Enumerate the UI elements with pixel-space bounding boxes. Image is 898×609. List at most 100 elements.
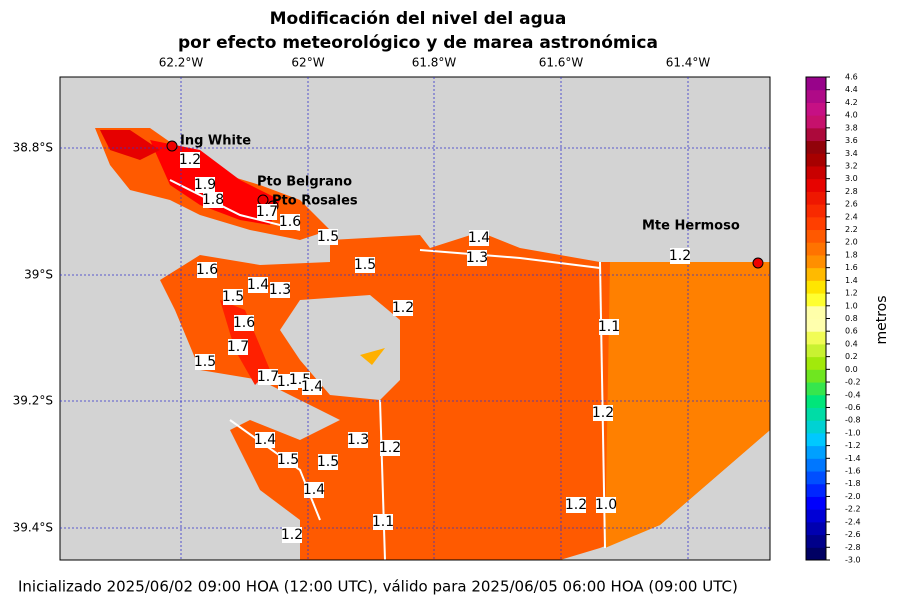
colorbar-segment xyxy=(806,318,826,332)
colorbar-segment xyxy=(806,140,826,154)
contour-label-bg xyxy=(380,440,400,456)
colorbar-segment xyxy=(806,178,826,192)
contour-label: 1.6 xyxy=(196,262,218,278)
colorbar-segment xyxy=(806,242,826,256)
contour-label-bg xyxy=(373,514,393,530)
title: por efecto meteorológico y de marea astr… xyxy=(178,33,658,53)
contour-label-bg xyxy=(257,204,277,220)
colorbar-tick-label: -2.4 xyxy=(845,517,861,526)
contour-label: 1.3 xyxy=(269,282,291,298)
x-tick-label: 62°W xyxy=(291,56,324,70)
colorbar-segment xyxy=(806,547,826,561)
contour-label-bg xyxy=(180,152,200,168)
contour-label-bg xyxy=(348,432,368,448)
contour-label: 1.1 xyxy=(598,319,620,335)
y-tick-label: 39.2°S xyxy=(13,394,53,408)
contour-label: 1.4 xyxy=(254,432,276,448)
x-tick-label: 62.2°W xyxy=(159,56,204,70)
colorbar-segment xyxy=(806,77,826,91)
colorbar-tick-label: -3.0 xyxy=(845,556,861,565)
contour-label-bg xyxy=(393,300,413,316)
contour-label: 1.9 xyxy=(194,177,216,193)
map-area xyxy=(59,76,771,561)
colorbar-segment xyxy=(806,204,826,218)
colorbar-tick-label: -2.2 xyxy=(845,505,861,514)
x-tick-label: 61.6°W xyxy=(539,56,584,70)
contour-label: 1.1 xyxy=(372,514,394,530)
contour-label-bg xyxy=(248,277,268,293)
contour-label: 1.2 xyxy=(592,405,614,421)
contour-label-bg xyxy=(195,177,215,193)
contour-label: 1.5 xyxy=(222,289,244,305)
contour-label-bg xyxy=(467,250,487,266)
colorbar-tick-label: 0.0 xyxy=(845,365,858,374)
contour-label: 1.5 xyxy=(317,229,339,245)
colorbar-tick-label: 4.4 xyxy=(845,85,858,94)
contour-label: 1.4 xyxy=(468,230,490,246)
colorbar-segment xyxy=(806,153,826,167)
contour-label-bg xyxy=(228,339,248,355)
colorbar-tick-label: -1.8 xyxy=(845,479,861,488)
colorbar-tick-label: -2.6 xyxy=(845,530,861,539)
contour-label: 1.7 xyxy=(227,339,249,355)
contour-label: 1.2 xyxy=(669,248,691,264)
colorbar-segment xyxy=(806,127,826,142)
contour-label-bg xyxy=(318,454,338,470)
colorbar-segment xyxy=(806,305,826,319)
place-label: Ing White xyxy=(180,134,251,149)
colorbar-segment xyxy=(806,382,826,396)
contour-label: 1.2 xyxy=(379,440,401,456)
colorbar-segment xyxy=(806,432,826,447)
contour-label: 1.2 xyxy=(392,300,414,316)
contour-label: 1.7 xyxy=(257,369,279,385)
contour-label-bg xyxy=(670,248,690,264)
colorbar-segment xyxy=(806,343,826,358)
contour-label: 1.4 xyxy=(303,482,325,498)
colorbar-label: metros xyxy=(874,295,890,344)
contour-label: 1.4 xyxy=(247,277,269,293)
colorbar-segment xyxy=(806,534,826,548)
colorbar-tick-label: 3.6 xyxy=(845,136,858,145)
contour-label: 1.2 xyxy=(281,527,303,543)
contour-label-bg xyxy=(304,482,324,498)
colorbar-segment xyxy=(806,458,826,472)
contour-label: 1.6 xyxy=(279,214,301,230)
colorbar-tick-label: -1.6 xyxy=(845,467,861,476)
colorbar-segment xyxy=(806,102,826,116)
place-marker xyxy=(166,140,178,152)
y-tick-label: 38.8°S xyxy=(13,141,53,155)
colorbar-tick-label: 2.0 xyxy=(845,238,858,247)
x-tick-label: 61.4°W xyxy=(666,56,711,70)
contour-label-bg xyxy=(302,379,322,395)
colorbar-segment xyxy=(806,165,826,180)
colorbar-tick-label: 2.6 xyxy=(845,200,858,209)
colorbar-tick-label: 1.2 xyxy=(845,289,858,298)
colorbar-tick-label: 2.8 xyxy=(845,187,858,196)
colorbar-segment xyxy=(806,115,826,129)
colorbar-tick-label: 1.6 xyxy=(845,263,858,272)
colorbar-tick-label: 0.6 xyxy=(845,327,858,336)
colorbar-tick-label: 1.8 xyxy=(845,250,858,259)
colorbar-segment xyxy=(806,216,826,231)
colorbar-tick-label: -1.4 xyxy=(845,454,861,463)
colorbar-segment xyxy=(806,280,826,294)
contour-label: 1.6 xyxy=(233,315,255,331)
contour-label: 1.7 xyxy=(256,204,278,220)
y-tick-label: 39.4°S xyxy=(13,521,53,535)
contour-label: 1.3 xyxy=(466,250,488,266)
contour-label-bg xyxy=(258,369,278,385)
colorbar-segment xyxy=(806,229,826,243)
title: Modificación del nivel del agua xyxy=(270,9,567,29)
colorbar-tick-label: 4.6 xyxy=(845,73,858,82)
contour-label: 1.5 xyxy=(277,452,299,468)
colorbar-segment xyxy=(806,521,826,536)
place-label: Pto Belgrano xyxy=(257,175,352,190)
colorbar-tick-label: -2.8 xyxy=(845,543,861,552)
colorbar-tick-label: 1.0 xyxy=(845,301,858,310)
footer: Inicializado 2025/06/02 09:00 HOA (12:00… xyxy=(18,578,738,596)
contour-label-bg xyxy=(566,497,586,513)
colorbar-tick-label: 0.4 xyxy=(845,339,858,348)
colorbar-tick-label: 3.2 xyxy=(845,161,858,170)
colorbar-tick-label: 0.2 xyxy=(845,352,858,361)
colorbar-segment xyxy=(806,420,826,434)
